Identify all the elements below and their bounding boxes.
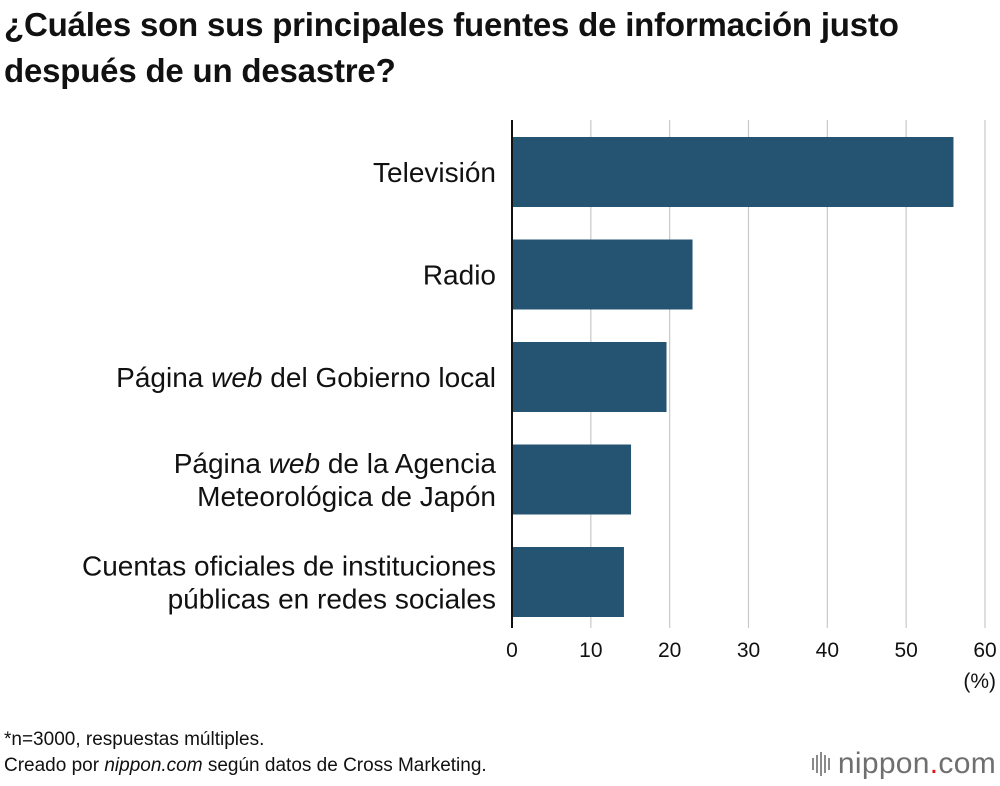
x-tick-label: 30 [737, 639, 760, 662]
category-label-part: de la Agencia [320, 448, 496, 479]
source-site: nippon.com [104, 755, 203, 776]
category-label: Cuentas oficiales de instituciones públic… [82, 551, 496, 615]
bar-chart: Televisión Radio Página web del Gobierno l… [82, 120, 997, 693]
x-tick-labels: 0 10 20 30 40 50 60 [506, 639, 997, 662]
chart-title: ¿Cuáles son sus principales fuentes de i… [4, 6, 899, 89]
category-label-part: Cuentas oficiales de instituciones [82, 551, 496, 582]
category-label-part: Página [174, 448, 269, 479]
x-unit-label: (%) [963, 670, 996, 693]
bars [512, 137, 954, 617]
category-label-part: del Gobierno local [263, 362, 496, 393]
x-tick-label: 20 [658, 639, 681, 662]
category-label-part: web [211, 362, 262, 393]
bar [512, 444, 632, 515]
sample-note: *n=3000, respuestas múltiples. [4, 729, 265, 750]
category-label: Página web de la Agencia Meteorológica de… [174, 448, 497, 512]
category-label-part: Meteorológica de Japón [197, 481, 496, 512]
x-tick-label: 10 [579, 639, 602, 662]
category-label-part: públicas en redes sociales [168, 584, 496, 615]
category-label: Televisión [373, 157, 496, 188]
bar [512, 239, 693, 310]
category-labels: Televisión Radio Página web del Gobierno l… [82, 157, 496, 615]
category-label-part: Página [116, 362, 211, 393]
category-label: Radio [423, 260, 496, 291]
x-tick-label: 40 [816, 639, 839, 662]
x-tick-label: 50 [894, 639, 917, 662]
x-tick-label: 60 [973, 639, 996, 662]
category-label-part: web [269, 448, 320, 479]
category-label-part: Radio [423, 260, 496, 291]
logo-mark-icon [811, 752, 830, 776]
category-label-part: Televisión [373, 157, 496, 188]
bar [512, 137, 954, 207]
x-tick-label: 0 [506, 639, 518, 662]
source-note: Creado por nippon.com según datos de Cro… [4, 755, 487, 776]
bar [512, 342, 667, 412]
nippon-logo: nippon. com [811, 747, 996, 781]
category-label: Página web del Gobierno local [116, 362, 496, 393]
bar [512, 547, 624, 617]
